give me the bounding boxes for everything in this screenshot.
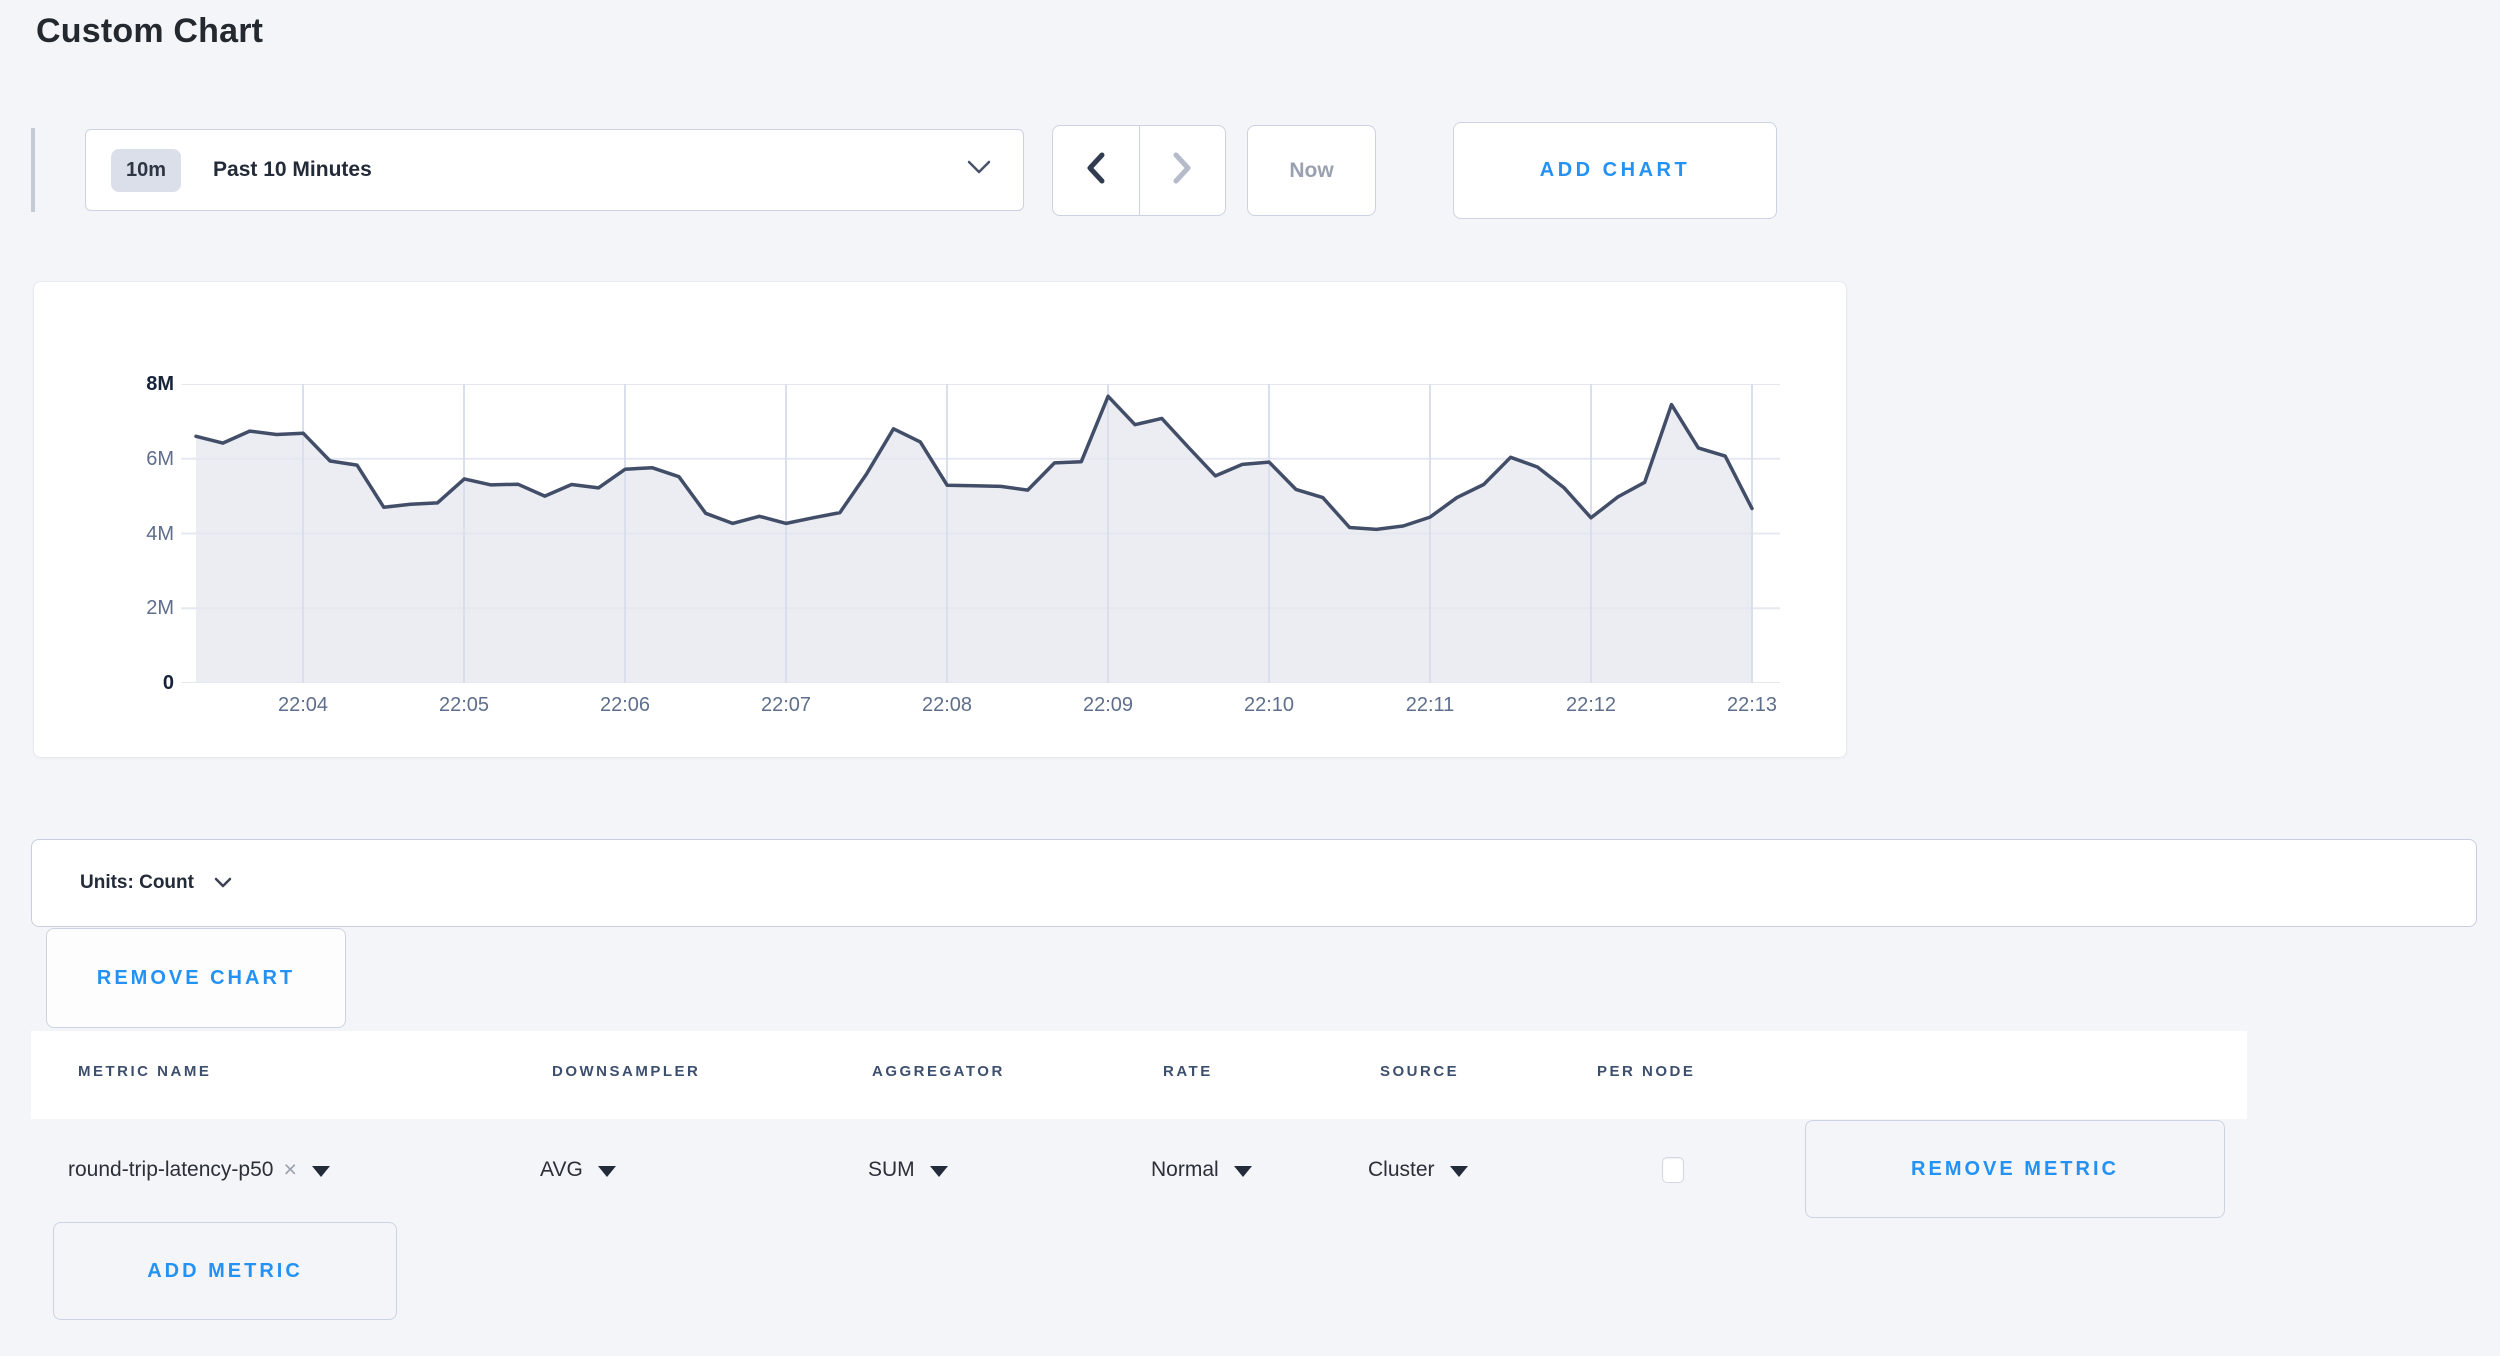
per-node-checkbox[interactable] (1662, 1157, 1684, 1183)
column-header-rate: RATE (1163, 1063, 1213, 1080)
next-time-button[interactable] (1138, 126, 1226, 215)
y-tick-0: 0 (162, 672, 174, 694)
caret-down-icon (311, 1165, 330, 1177)
chevron-down-icon (214, 876, 232, 894)
time-window-label: Past 10 Minutes (213, 158, 372, 181)
chart-card: 0 2M 4M 6M 8M 22:04 22:05 22:06 22:07 22:08 22:09… (33, 281, 1847, 758)
x-tick-22:04: 22:04 (277, 694, 329, 716)
x-tick-22:10: 22:10 (1243, 694, 1295, 716)
chevron-left-icon (1081, 148, 1111, 193)
y-tick-2M: 2M (146, 597, 174, 620)
metric-table-row: round-trip-latency-p50 × AVG SUM Normal … (31, 1119, 2247, 1220)
metrics-table-header: METRIC NAME DOWNSAMPLER AGGREGATOR RATE SOUR… (31, 1031, 2247, 1119)
x-tick-22:11: 22:11 (1405, 694, 1455, 716)
caret-down-icon (1449, 1165, 1468, 1177)
time-window-badge: 10m (111, 148, 182, 192)
column-header-aggregator: AGGREGATOR (872, 1063, 1005, 1080)
time-window-dropdown[interactable]: 10m Past 10 Minutes (85, 129, 1024, 211)
x-tick-22:09: 22:09 (1082, 694, 1134, 716)
source-dropdown[interactable]: Cluster (1368, 1119, 1468, 1220)
rate-value: Normal (1151, 1157, 1219, 1181)
metric-name-dropdown[interactable]: round-trip-latency-p50 × (68, 1119, 330, 1220)
x-tick-22:08: 22:08 (921, 694, 973, 716)
downsampler-dropdown[interactable]: AVG (540, 1119, 616, 1220)
caret-down-icon (1233, 1165, 1252, 1177)
column-header-source: SOURCE (1380, 1063, 1460, 1080)
column-header-downsampler: DOWNSAMPLER (552, 1063, 701, 1080)
y-tick-6M: 6M (146, 447, 174, 470)
y-tick-4M: 4M (146, 522, 174, 545)
x-tick-22:12: 22:12 (1565, 694, 1617, 716)
remove-chart-button[interactable]: REMOVE CHART (46, 928, 346, 1028)
toolbar-left-rule (31, 128, 35, 212)
x-tick-22:05: 22:05 (438, 694, 490, 716)
aggregator-value: SUM (868, 1157, 915, 1181)
page-title: Custom Chart (36, 12, 264, 50)
downsampler-value: AVG (540, 1157, 583, 1181)
remove-metric-button[interactable]: REMOVE METRIC (1805, 1120, 2225, 1218)
y-tick-8M: 8M (146, 373, 174, 395)
caret-down-icon (597, 1165, 616, 1177)
units-label: Units: Count (80, 872, 194, 893)
time-shift-button-group (1052, 125, 1226, 216)
add-chart-button[interactable]: ADD CHART (1453, 122, 1777, 219)
units-dropdown[interactable]: Units: Count (31, 839, 2477, 927)
rate-dropdown[interactable]: Normal (1151, 1119, 1252, 1220)
latency-area-chart[interactable] (181, 384, 1780, 683)
column-header-metric-name: METRIC NAME (78, 1063, 212, 1080)
x-tick-22:13: 22:13 (1726, 694, 1778, 716)
chevron-down-icon (967, 160, 991, 180)
source-value: Cluster (1368, 1157, 1435, 1181)
aggregator-dropdown[interactable]: SUM (868, 1119, 948, 1220)
prev-time-button[interactable] (1053, 126, 1139, 215)
chevron-right-icon (1167, 148, 1197, 193)
now-button[interactable]: Now (1247, 125, 1376, 216)
metric-name-value: round-trip-latency-p50 (68, 1157, 274, 1181)
caret-down-icon (929, 1165, 948, 1177)
add-metric-button[interactable]: ADD METRIC (53, 1222, 397, 1320)
x-tick-22:07: 22:07 (760, 694, 812, 716)
clear-metric-icon[interactable]: × (283, 1156, 297, 1182)
x-tick-22:06: 22:06 (599, 694, 651, 716)
column-header-per-node: PER NODE (1597, 1063, 1696, 1080)
